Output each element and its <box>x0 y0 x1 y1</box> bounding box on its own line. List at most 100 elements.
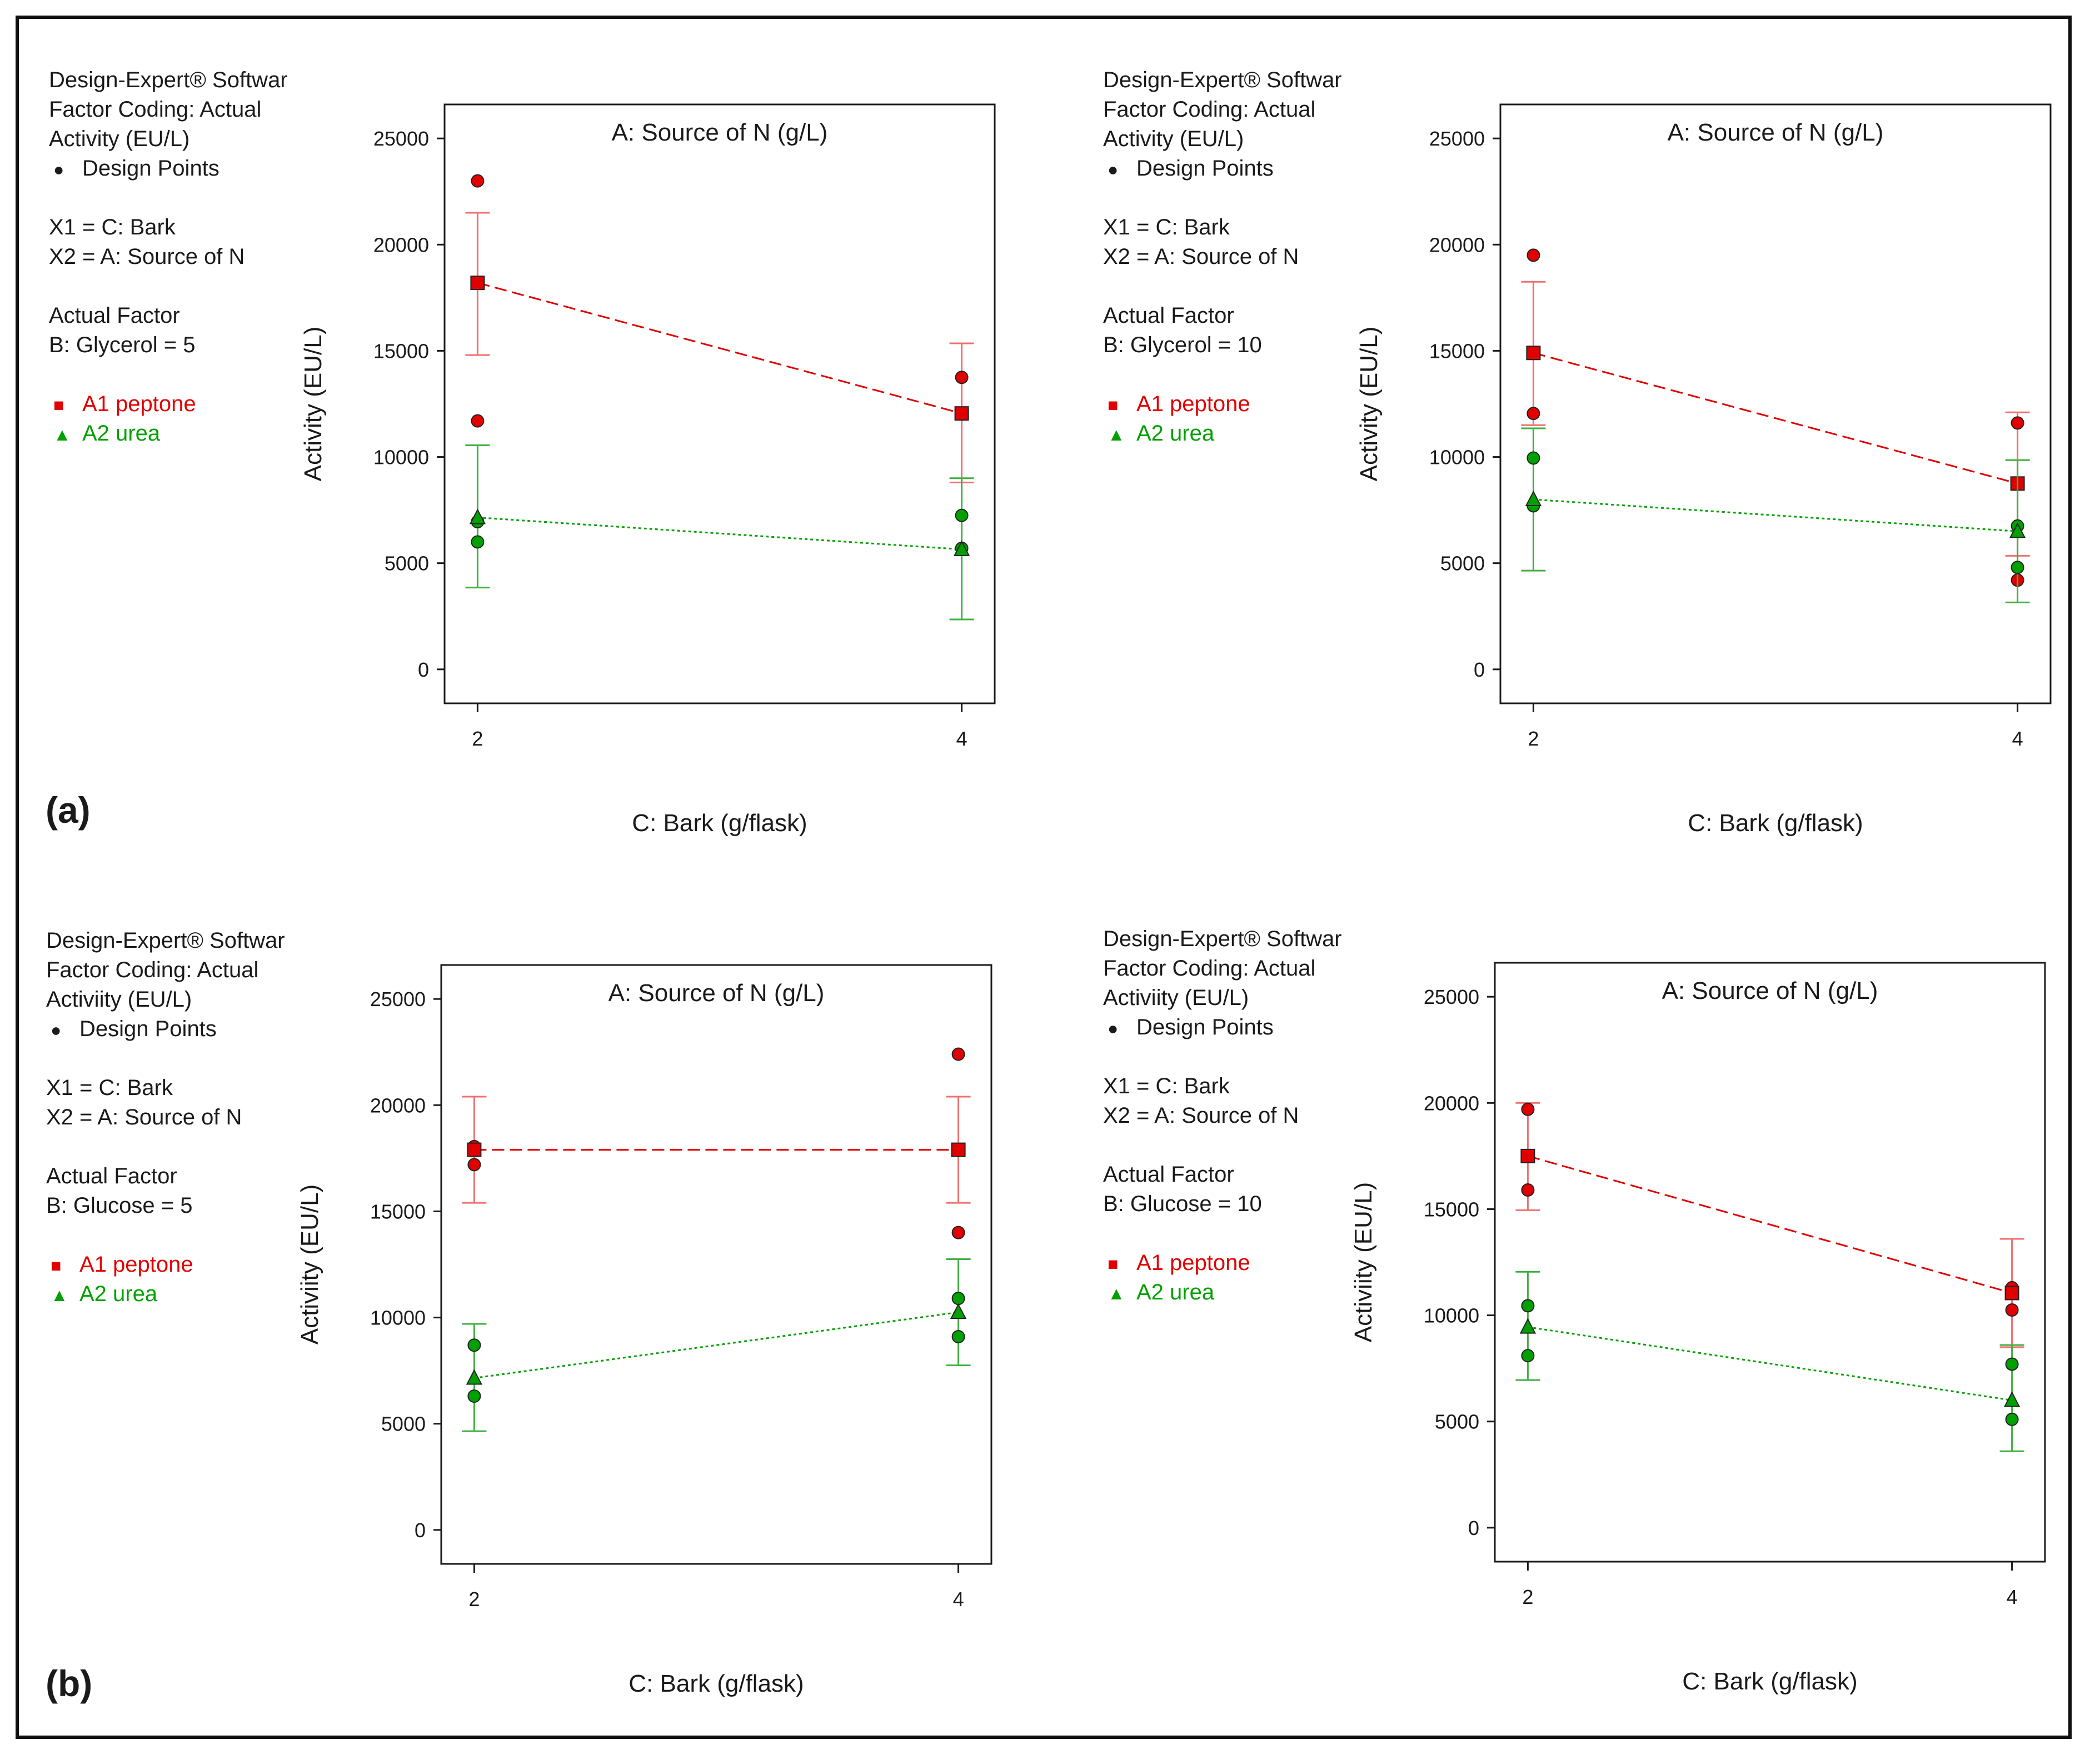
y-tick-label: 25000 <box>1429 127 1485 150</box>
peptone-design-point <box>467 1158 481 1172</box>
red-square-icon: ■ <box>53 395 64 415</box>
chart-title: A: Source of N (g/L) <box>608 979 825 1007</box>
y-tick-label: 20000 <box>370 1094 426 1117</box>
factor-coding-label: Factor Coding: Actual <box>1103 97 1316 122</box>
factor-coding-label: Factor Coding: Actual <box>46 958 259 982</box>
design-points-legend: ● Design Points <box>1103 1013 1342 1042</box>
peptone-mean-marker <box>1520 1148 1535 1163</box>
design-points-legend: ● Design Points <box>1103 154 1342 183</box>
peptone-design-point <box>1527 248 1540 262</box>
factor-value-label: B: Glycerol = 5 <box>49 333 196 357</box>
y-axis-label: Activity (EU/L) <box>1355 327 1383 482</box>
panel-label-a: (a) <box>46 789 91 831</box>
factor-value-label: B: Glycerol = 10 <box>1103 333 1262 357</box>
response-label: Activity (EU/L) <box>1103 127 1244 151</box>
green-triangle-icon: ▲ <box>1108 424 1125 444</box>
red-square-icon: ■ <box>51 1256 62 1276</box>
y-tick-label: 25000 <box>1424 986 1479 1008</box>
urea-mean-marker <box>1525 490 1542 507</box>
y-tick-label: 15000 <box>1429 339 1485 362</box>
chart-glucose-10: A: Source of N (g/L) 0 5000 10000 15000 20000… <box>1350 962 2046 1695</box>
peptone-legend: ■ A1 peptone <box>46 1250 285 1279</box>
plot-area <box>1494 962 2046 1563</box>
factor-value-label: B: Glucose = 10 <box>1103 1192 1262 1216</box>
green-triangle-icon: ▲ <box>1108 1283 1125 1303</box>
factor-coding-label: Factor Coding: Actual <box>1103 956 1316 981</box>
y-tick-label: 5000 <box>1435 1411 1479 1433</box>
urea-mean-marker <box>2009 522 2026 538</box>
y-tick-label: 25000 <box>373 127 429 150</box>
urea-design-point <box>467 1338 481 1352</box>
urea-design-point <box>1527 451 1540 465</box>
urea-trend-line <box>477 517 962 551</box>
y-tick-label: 15000 <box>1424 1198 1479 1221</box>
green-triangle-icon: ▲ <box>51 1285 68 1305</box>
y-tick-label: 15000 <box>370 1200 426 1223</box>
y-axis-label: Activiity (EU/L) <box>296 1184 323 1344</box>
software-label: Design-Expert® Software <box>1103 68 1342 92</box>
y-tick-label: 15000 <box>373 339 429 362</box>
urea-trend-line <box>1528 1326 2012 1401</box>
software-label: Design-Expert® Software <box>46 928 285 953</box>
x-axis-label: C: Bark (g/flask) <box>632 809 807 837</box>
peptone-design-point <box>951 1226 965 1239</box>
y-axis-label: Activity (EU/L) <box>300 327 327 482</box>
y-tick-label: 10000 <box>1424 1304 1479 1327</box>
urea-design-point <box>955 508 969 522</box>
y-axis-label: Activiity (EU/L) <box>1350 1182 1377 1342</box>
peptone-design-point <box>1521 1183 1535 1197</box>
chart-glycerol-10: A: Source of N (g/L) 0 5000 10000 15000 20000… <box>1355 103 2052 837</box>
urea-trend-line <box>474 1311 959 1379</box>
actual-factor-label: Actual Factor <box>49 303 180 328</box>
peptone-legend: ■ A1 peptone <box>1103 389 1342 419</box>
y-tick-label: 10000 <box>1429 446 1485 469</box>
y-tick-label: 5000 <box>381 1413 426 1436</box>
urea-design-point <box>1521 1299 1535 1313</box>
urea-mean-marker <box>953 540 970 556</box>
y-tick-label: 25000 <box>370 988 426 1011</box>
chart-title: A: Source of N (g/L) <box>1668 119 1884 146</box>
urea-legend: ▲ A2 urea <box>1103 1278 1342 1307</box>
x2-label: X2 = A: Source of N <box>1103 1103 1299 1128</box>
peptone-design-point <box>471 414 485 428</box>
red-square-icon: ■ <box>1108 1254 1119 1274</box>
y-tick-label: 10000 <box>373 446 429 469</box>
peptone-mean-marker <box>951 1142 966 1157</box>
y-tick-label: 5000 <box>385 552 429 575</box>
peptone-legend: ■ A1 peptone <box>1103 1248 1342 1278</box>
urea-mean-marker <box>469 508 486 524</box>
plot-area <box>1499 103 2052 704</box>
legend-block-glucose-10: Design-Expert® Software Factor Coding: A… <box>1103 924 1342 1307</box>
software-label: Design-Expert® Software <box>49 68 288 92</box>
x-tick-label: 4 <box>956 727 967 750</box>
design-point-dot-icon: ● <box>1108 159 1119 179</box>
chart-glycerol-5: A: Source of N (g/L) 0 5000 10000 15000 20000… <box>300 103 996 837</box>
x1-label: X1 = C: Bark <box>1103 215 1230 239</box>
design-point-dot-icon: ● <box>1108 1018 1119 1038</box>
urea-legend: ▲ A2 urea <box>49 419 288 448</box>
y-tick-label: 0 <box>1474 658 1485 681</box>
peptone-trend-line <box>477 282 962 414</box>
urea-legend: ▲ A2 urea <box>46 1279 285 1309</box>
design-point-dot-icon: ● <box>53 159 64 179</box>
panel-label-b: (b) <box>46 1663 93 1704</box>
y-tick-label: 10000 <box>370 1307 426 1329</box>
software-label: Design-Expert® Software <box>1103 927 1342 951</box>
y-tick-label: 0 <box>418 658 429 681</box>
figure-frame <box>16 16 2072 1739</box>
actual-factor-label: Actual Factor <box>46 1164 177 1188</box>
urea-mean-marker <box>1519 1318 1537 1334</box>
factor-value-label: B: Glucose = 5 <box>46 1193 193 1218</box>
design-point-dot-icon: ● <box>51 1020 62 1040</box>
urea-legend: ▲ A2 urea <box>1103 419 1342 448</box>
legend-block-glucose-5: Design-Expert® Software Factor Coding: A… <box>46 926 285 1309</box>
x-axis-label: C: Bark (g/flask) <box>1682 1668 1857 1695</box>
x1-label: X1 = C: Bark <box>1103 1074 1230 1098</box>
peptone-design-point <box>2011 416 2024 430</box>
peptone-mean-marker <box>954 406 969 421</box>
x2-label: X2 = A: Source of N <box>49 244 245 269</box>
urea-design-point <box>951 1292 965 1306</box>
x1-label: X1 = C: Bark <box>49 215 176 239</box>
urea-design-point <box>2005 1412 2019 1426</box>
urea-design-point <box>1521 1349 1535 1363</box>
